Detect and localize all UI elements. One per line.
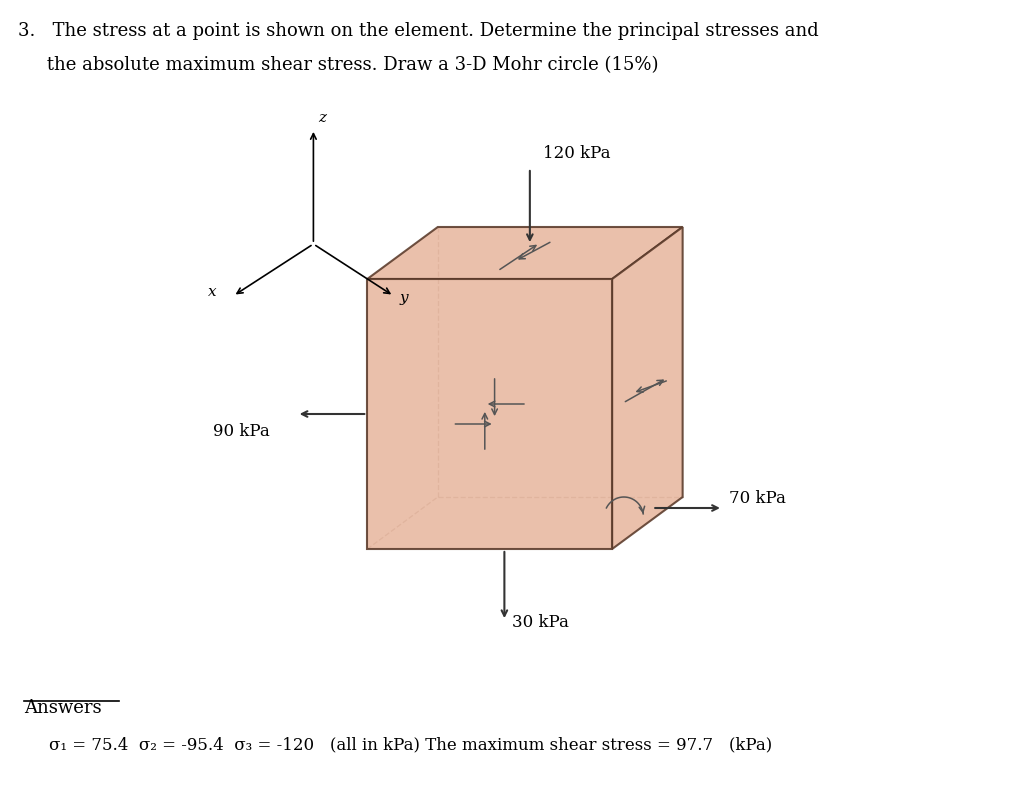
Text: z: z [318, 111, 327, 125]
Polygon shape [368, 227, 683, 279]
Text: Answers: Answers [25, 699, 102, 717]
Text: the absolute maximum shear stress. Draw a 3-D Mohr circle (15%): the absolute maximum shear stress. Draw … [17, 56, 658, 74]
Text: 30 kPa: 30 kPa [512, 614, 569, 631]
Text: 120 kPa: 120 kPa [543, 145, 610, 162]
Text: 70 kPa: 70 kPa [729, 490, 785, 507]
Polygon shape [612, 227, 683, 549]
Text: 3.   The stress at a point is shown on the element. Determine the principal stre: 3. The stress at a point is shown on the… [17, 22, 818, 40]
Polygon shape [368, 279, 612, 549]
Text: x: x [208, 285, 216, 299]
Text: 90 kPa: 90 kPa [213, 423, 269, 440]
Text: σ₁ = 75.4  σ₂ = -95.4  σ₃ = -120   (all in kPa) The maximum shear stress = 97.7 : σ₁ = 75.4 σ₂ = -95.4 σ₃ = -120 (all in k… [49, 736, 772, 753]
Text: y: y [399, 291, 409, 305]
